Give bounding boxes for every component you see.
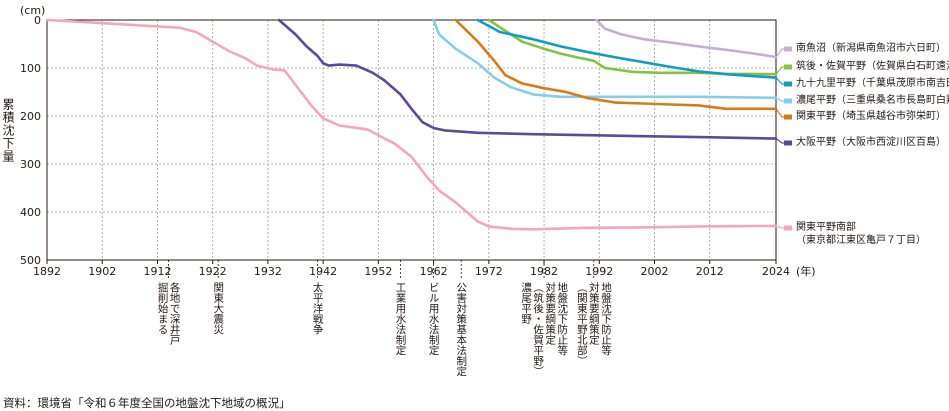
event-annotation: 地盤沈下防止等 対策要綱策定 （関東平野北部）: [576, 282, 612, 366]
event-annotation-line: 各地で深井戸: [168, 282, 181, 345]
y-unit-label: (cm): [20, 4, 46, 17]
event-annotation: 各地で深井戸 掘削始まる: [157, 282, 181, 345]
series-line-0: [595, 18, 778, 59]
event-annotation-line: 地盤沈下防止等: [556, 282, 569, 356]
event-annotation-line: 工業用水法制定: [394, 282, 407, 356]
x-tick-label: 1932: [254, 265, 282, 278]
x-tick-label: 1952: [364, 265, 392, 278]
legend-swatch-4: [784, 114, 792, 120]
x-tick-label: 1962: [420, 265, 448, 278]
series-line-3: [432, 18, 778, 100]
event-annotation-line: 地盤沈下防止等: [599, 282, 612, 356]
x-tick-label: 1912: [143, 265, 171, 278]
y-axis-title: 累積沈下量: [1, 98, 15, 163]
event-annotation-line: 太平洋戦争: [311, 282, 324, 335]
legend-label-minamiuonuma: 南魚沼（新潟県南魚沼市六日町）: [796, 43, 946, 54]
y-tick-label: 300: [20, 158, 41, 171]
event-annotation: 関東大震災: [212, 282, 224, 335]
event-annotation-line: （筑後・佐賀平野）: [532, 282, 545, 377]
event-annotation-line: 掘削始まる: [156, 282, 169, 335]
legend-swatch-0: [784, 46, 792, 52]
series-lines: [45, 18, 778, 231]
legend-label-kanto-south: 関東平野南部: [796, 222, 856, 233]
legend-swatch-3: [784, 98, 792, 104]
legend-swatch-5: [784, 140, 792, 146]
event-annotation-line: （関東平野北部）: [575, 282, 588, 366]
legend-swatch-2: [784, 81, 792, 87]
plot-frame: [46, 19, 777, 261]
legend-swatch-6: [784, 225, 792, 231]
x-tick-label: 1972: [475, 265, 503, 278]
legend-swatch-1: [784, 64, 792, 70]
y-tick-label: 100: [20, 62, 41, 75]
legend-label-kujukuri: 九十九里平野（千葉県茂原市南吉田）: [796, 78, 949, 89]
series-line-5: [277, 18, 778, 140]
legend-label-nobi: 濃尾平野（三重県桑名市長島町白鶏）: [796, 95, 949, 106]
tick-labels: 1892 1902 1912 1922 1932 1942 1952 1962 1972 1982…: [20, 14, 790, 278]
series-line-1: [487, 18, 778, 76]
event-annotation-line: 対策要綱策定: [587, 282, 600, 345]
y-tick-label: 400: [20, 206, 41, 219]
x-tick-label: 2002: [641, 265, 669, 278]
x-unit-label: (年): [796, 265, 816, 278]
legend-label-chikugo-saga: 筑後・佐賀平野（佐賀県白石町遠江）: [796, 61, 949, 72]
legend-label-kanto-south-location: （東京都江東区亀戸７丁目）: [796, 235, 926, 246]
legend-label-osaka: 大阪平野（大阪市西淀川区百島）: [796, 137, 946, 148]
event-annotation-line: 濃尾平野: [520, 282, 533, 324]
series-line-6: [45, 18, 778, 231]
event-annotation-line: 公害対策基本法制定: [455, 282, 468, 377]
series-line-4: [454, 18, 778, 111]
source-note: 資料：環境省「令和６年度全国の地盤沈下地域の概況」: [3, 396, 291, 410]
y-tick-label: 0: [34, 14, 41, 27]
event-annotation: ビル用水法制定: [428, 282, 440, 356]
y-tick-label: 200: [20, 110, 41, 123]
x-tick-label: 1922: [199, 265, 227, 278]
y-tick-label: 500: [20, 254, 41, 267]
event-annotation: 太平洋戦争: [312, 282, 324, 335]
x-tick-label: 2012: [696, 265, 724, 278]
event-annotation-line: 対策要綱策定: [544, 282, 557, 345]
x-tick-label: 1992: [585, 265, 613, 278]
axes: [46, 19, 777, 280]
x-tick-label: 2024: [762, 265, 790, 278]
event-annotation-line: 関東大震災: [212, 282, 225, 335]
event-annotation-line: ビル用水法制定: [427, 282, 440, 356]
event-annotation: 工業用水法制定: [394, 282, 407, 356]
x-tick-label: 1892: [33, 265, 61, 278]
legend-label-kanto: 関東平野（埼玉県越谷市弥栄町）: [796, 111, 946, 122]
event-annotation: 公害対策基本法制定: [455, 282, 467, 377]
x-tick-label: 1902: [88, 265, 116, 278]
grid: [47, 20, 776, 260]
event-annotation: 地盤沈下防止等 対策要綱策定 （筑後・佐賀平野） 濃尾平野: [520, 282, 568, 377]
x-tick-label: 1942: [309, 265, 337, 278]
series-line-2: [476, 18, 778, 79]
legend-leaders: [775, 46, 792, 231]
x-tick-label: 1982: [530, 265, 558, 278]
